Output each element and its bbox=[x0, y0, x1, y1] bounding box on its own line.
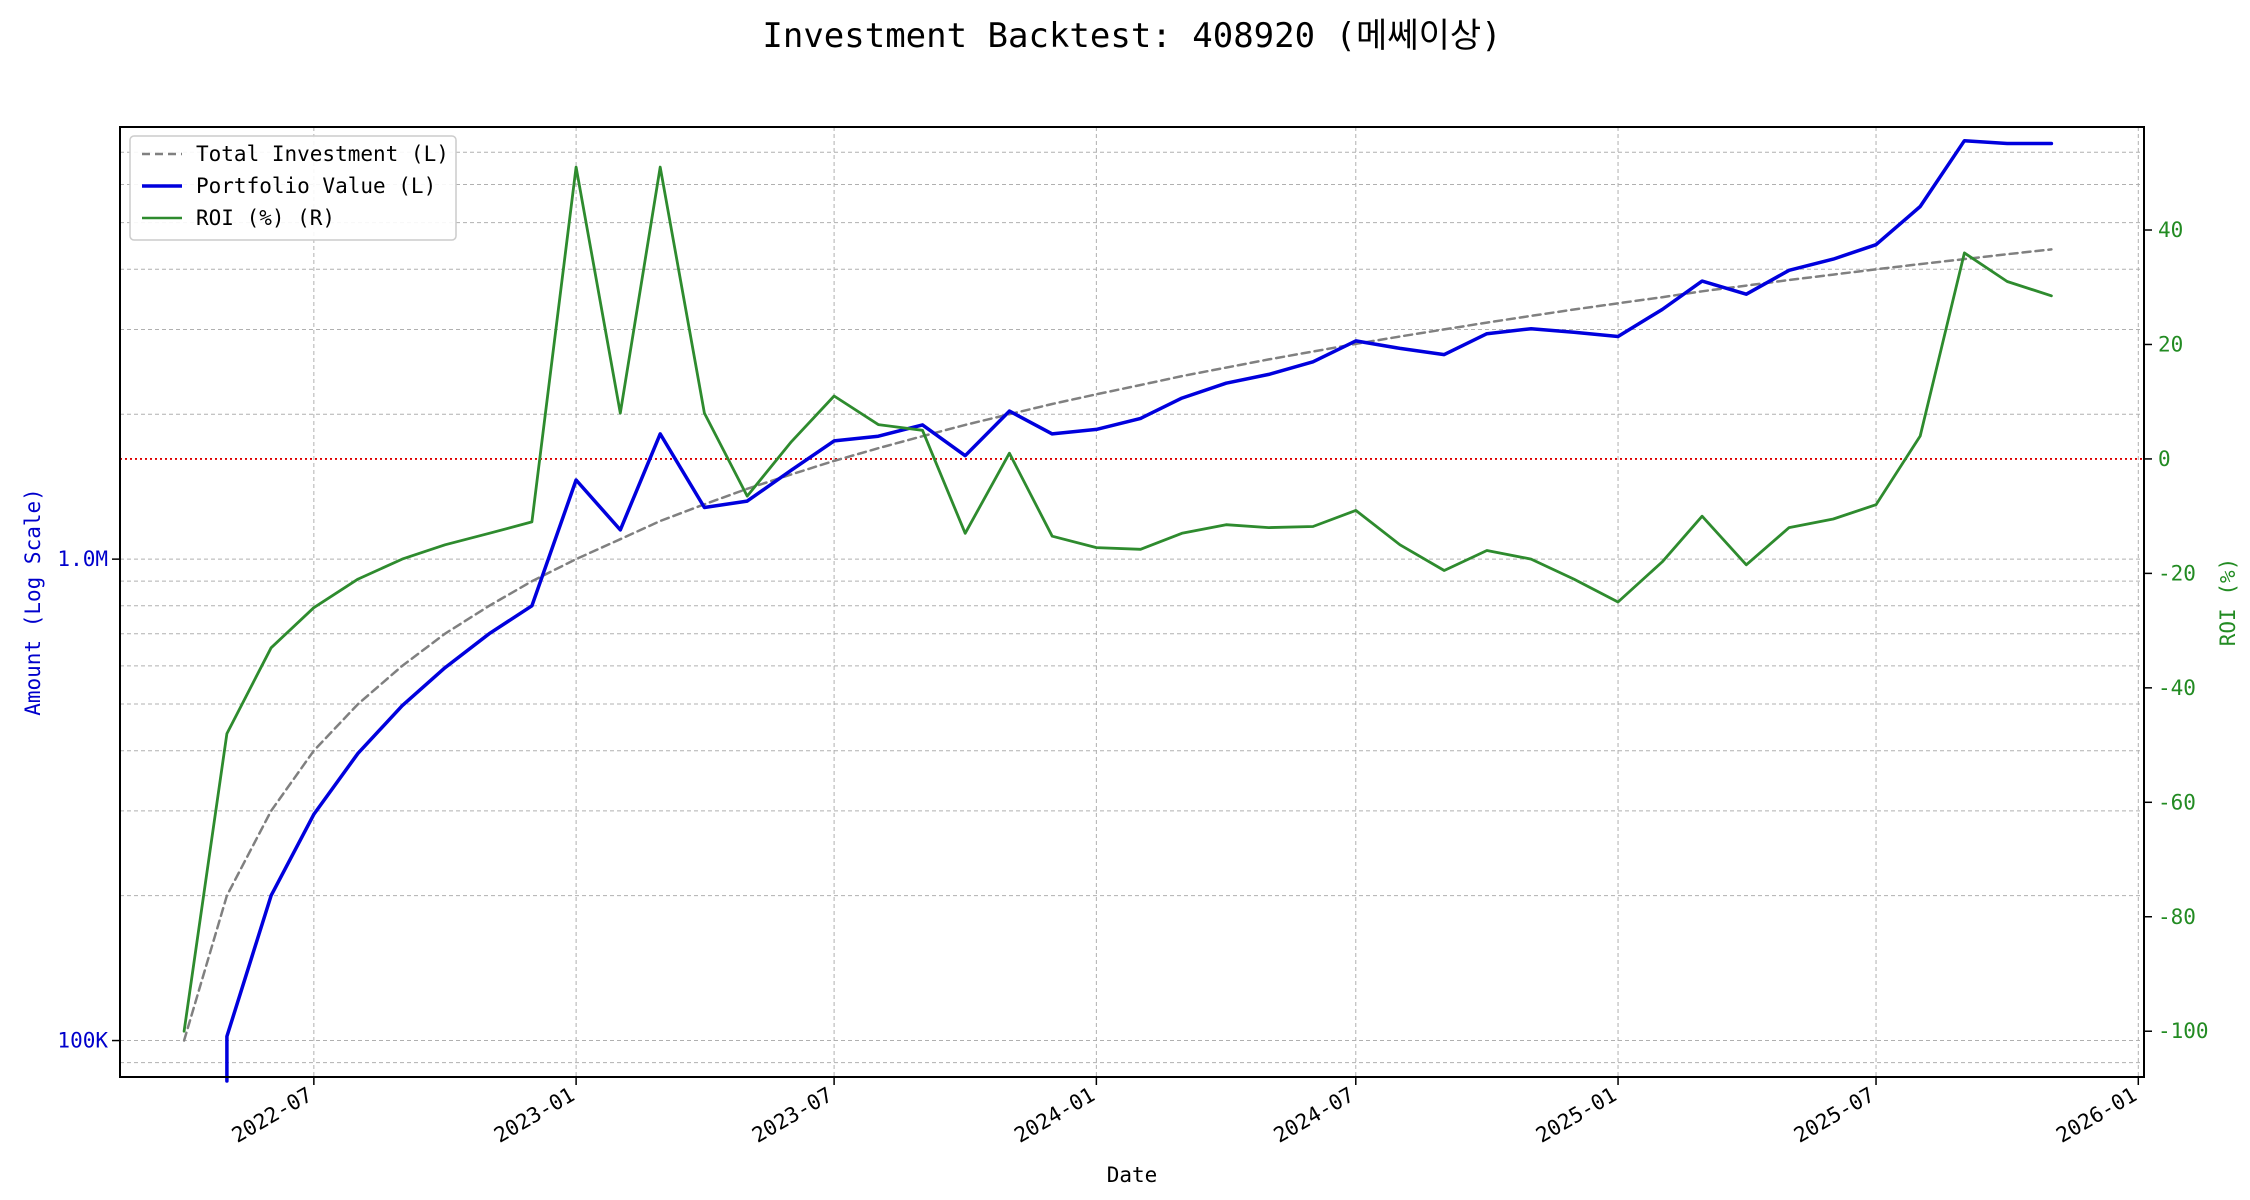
right-tick-label: 0 bbox=[2158, 447, 2171, 471]
legend: Total Investment (L) Portfolio Value (L)… bbox=[129, 135, 457, 241]
left-tick-label: 1.0M bbox=[57, 547, 108, 571]
right-tick-label: -20 bbox=[2158, 561, 2196, 585]
right-axis-ticks: 40 20 0 -20 -40 -60 -80 -100 bbox=[2144, 218, 2209, 1043]
roi-line bbox=[182, 165, 2053, 1033]
plot-frame bbox=[119, 126, 2145, 1078]
legend-box bbox=[129, 135, 457, 241]
left-axis-label: Amount (Log Scale) bbox=[21, 488, 45, 716]
portfolio-value-line bbox=[225, 138, 2054, 1083]
right-tick-label: -60 bbox=[2158, 790, 2196, 814]
right-tick-label: 40 bbox=[2158, 218, 2183, 242]
legend-label-portfolio-value: Portfolio Value (L) bbox=[196, 174, 436, 198]
right-tick-label: -100 bbox=[2158, 1019, 2209, 1043]
chart-title: Investment Backtest: 408920 (메쎄이상) bbox=[762, 16, 1501, 56]
legend-label-total-investment: Total Investment (L) bbox=[196, 142, 449, 166]
x-axis-label: Date bbox=[1107, 1163, 1158, 1187]
left-tick-label: 100K bbox=[57, 1029, 108, 1053]
right-axis-label: ROI (%) bbox=[2216, 558, 2240, 647]
legend-label-roi: ROI (%) (R) bbox=[196, 206, 335, 230]
right-tick-label: -80 bbox=[2158, 905, 2196, 929]
series-lines bbox=[182, 138, 2054, 1083]
total-investment-line bbox=[182, 248, 2053, 1042]
right-tick-label: -40 bbox=[2158, 676, 2196, 700]
right-tick-label: 20 bbox=[2158, 332, 2183, 356]
grid bbox=[120, 127, 2144, 1077]
left-axis-ticks: 100K 1.0M bbox=[57, 547, 120, 1053]
